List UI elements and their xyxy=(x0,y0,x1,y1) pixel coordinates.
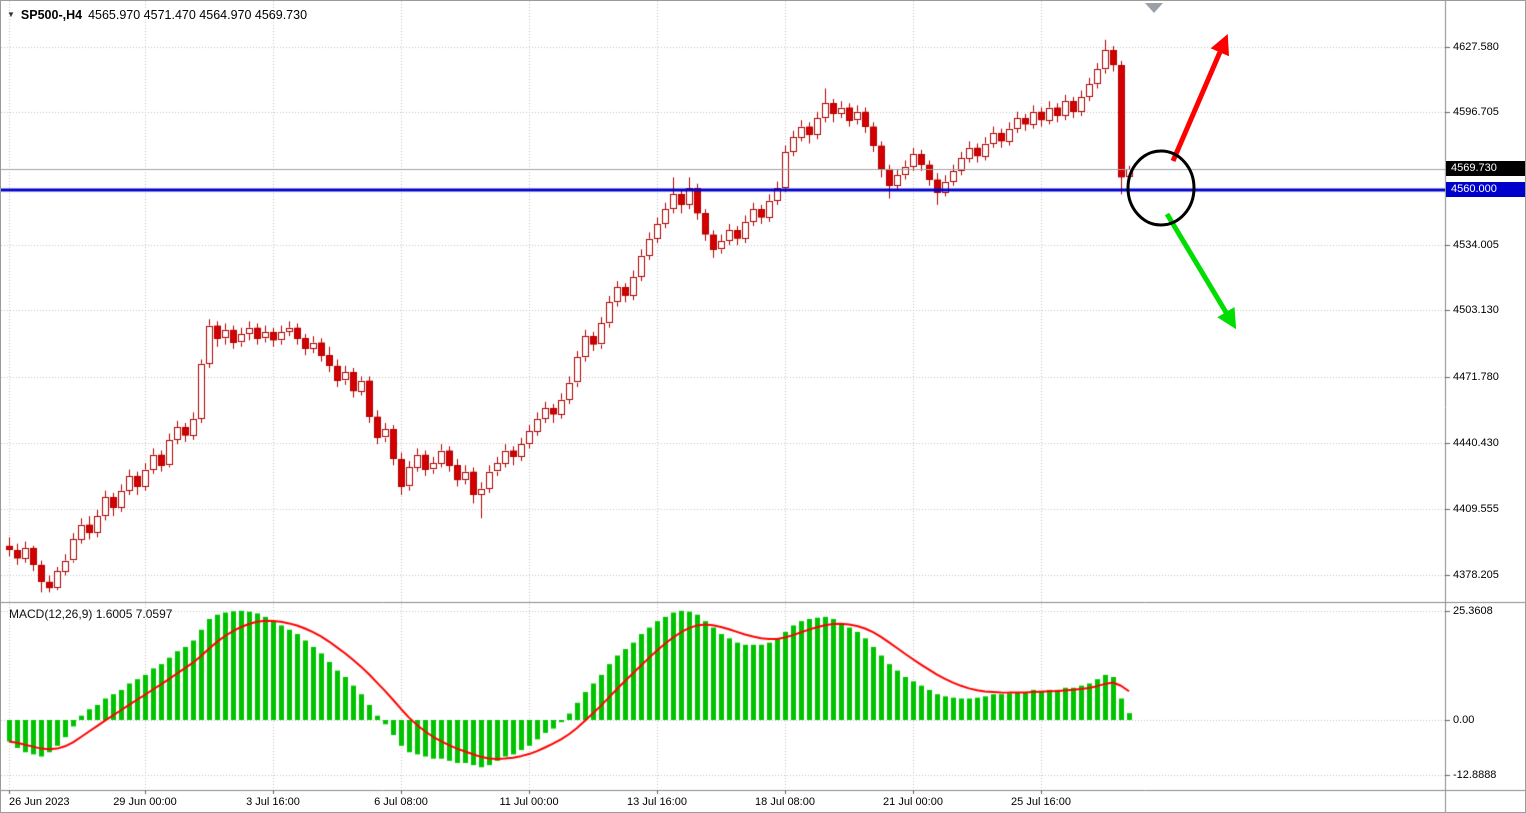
price-axis-label: 4378.205 xyxy=(1453,569,1499,581)
macd-axis-label: 25.3608 xyxy=(1453,605,1493,617)
macd-axis-label: -12.8888 xyxy=(1453,769,1497,781)
price-axis-label: 4471.780 xyxy=(1453,371,1499,383)
time-axis-label: 13 Jul 16:00 xyxy=(627,796,687,808)
macd-axis-label: 0.00 xyxy=(1453,714,1475,726)
time-axis-label: 6 Jul 08:00 xyxy=(374,796,428,808)
time-axis-label: 29 Jun 00:00 xyxy=(113,796,177,808)
price-axis-label: 4503.130 xyxy=(1453,304,1499,316)
hline-price-badge: 4560.000 xyxy=(1446,182,1525,197)
macd-indicator-label: MACD(12,26,9) 1.6005 7.0597 xyxy=(9,607,173,621)
chart-shift-marker-icon[interactable] xyxy=(1145,3,1163,13)
price-axis-label: 4409.555 xyxy=(1453,503,1499,515)
time-axis-label: 11 Jul 00:00 xyxy=(499,796,559,808)
price-axis-label: 4596.705 xyxy=(1453,106,1499,118)
price-axis-label: 4440.430 xyxy=(1453,437,1499,449)
price-axis-label: 4627.580 xyxy=(1453,41,1499,53)
chart-title: ▼ SP500-,H4 4565.970 4571.470 4564.970 4… xyxy=(7,8,307,22)
time-axis-label: 18 Jul 08:00 xyxy=(755,796,815,808)
ohlc-readout: 4565.970 4571.470 4564.970 4569.730 xyxy=(88,8,308,22)
time-axis-label: 25 Jul 16:00 xyxy=(1011,796,1071,808)
symbol-timeframe-label: SP500-,H4 xyxy=(20,8,83,22)
time-axis-label: 3 Jul 16:00 xyxy=(246,796,300,808)
current-price-badge: 4569.730 xyxy=(1446,161,1525,176)
highlight-circle[interactable] xyxy=(1126,149,1196,227)
bullish-arrow[interactable] xyxy=(1170,33,1230,162)
time-axis-label: 26 Jun 2023 xyxy=(9,796,70,808)
bearish-arrow[interactable] xyxy=(1164,212,1237,330)
collapse-chevron-icon[interactable]: ▼ xyxy=(7,10,15,19)
price-axis-label: 4534.005 xyxy=(1453,239,1499,251)
time-axis-label: 21 Jul 00:00 xyxy=(883,796,943,808)
